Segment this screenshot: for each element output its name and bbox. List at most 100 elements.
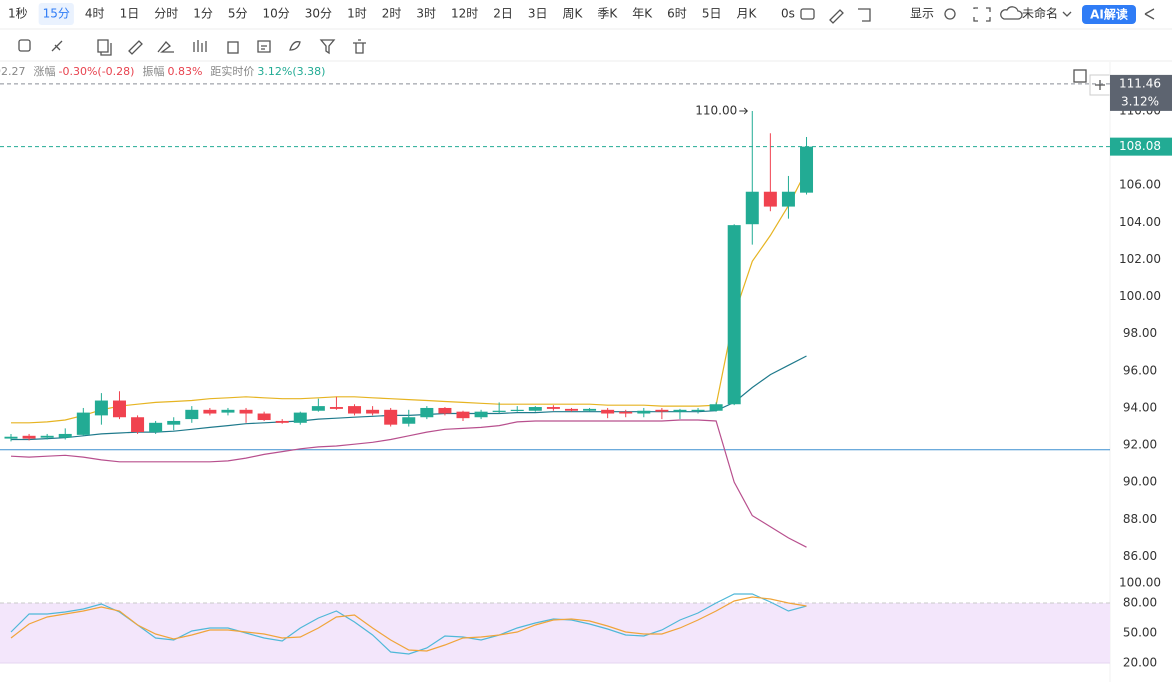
- y-tick-label: 98.00: [1123, 326, 1157, 340]
- candle-body: [456, 411, 470, 419]
- tool-icon[interactable]: [227, 41, 239, 54]
- interval-button[interactable]: 10分: [263, 7, 290, 21]
- interval-button[interactable]: 1日: [120, 7, 140, 21]
- interval-button[interactable]: 月K: [736, 7, 757, 21]
- interval-button[interactable]: 年K: [632, 7, 653, 21]
- interval-button[interactable]: 2日: [493, 7, 513, 21]
- candle-body: [402, 417, 416, 424]
- interval-button[interactable]: 1秒: [8, 7, 28, 21]
- tool-icon[interactable]: [97, 39, 112, 56]
- info-amplitude: 0.83%: [167, 65, 202, 78]
- drawing-tools: [18, 39, 366, 56]
- candle-body: [438, 407, 452, 414]
- y-tick-label: 94.00: [1123, 400, 1157, 414]
- y-tick-label: 96.00: [1123, 363, 1157, 377]
- settings-icon[interactable]: [944, 8, 956, 20]
- tool-icon[interactable]: [193, 40, 207, 52]
- interval-button[interactable]: 6时: [667, 7, 687, 21]
- candle-body: [239, 409, 253, 414]
- toolbar-icons: [800, 5, 1155, 96]
- y-tick-label: 102.00: [1119, 252, 1161, 266]
- candle-body: [619, 411, 633, 414]
- candle-body: [528, 407, 542, 411]
- candle-body: [131, 417, 145, 433]
- layout-name[interactable]: 未命名: [1022, 6, 1058, 21]
- interval-button[interactable]: 3时: [416, 7, 436, 21]
- chart-icon[interactable]: [1073, 69, 1087, 83]
- interval-button[interactable]: 3日: [528, 7, 548, 21]
- candle-body: [275, 420, 289, 423]
- oscillator-line: [10, 596, 807, 652]
- candle-body: [474, 411, 488, 418]
- tool-icon[interactable]: [18, 39, 31, 52]
- info-distance: 3.12%(3.38): [257, 65, 325, 78]
- candle-body: [149, 422, 163, 433]
- interval-button[interactable]: 2时: [382, 7, 402, 21]
- y-tick-label: 100.00: [1119, 289, 1161, 303]
- interval-button[interactable]: 1分: [193, 7, 213, 21]
- share-icon[interactable]: [1144, 8, 1155, 20]
- tool-icon[interactable]: [128, 40, 143, 55]
- fullscreen-icon[interactable]: [973, 7, 991, 22]
- ai-button-label[interactable]: AI解读: [1090, 7, 1128, 22]
- price-tag: [1110, 137, 1172, 156]
- pencil-icon[interactable]: [829, 9, 844, 24]
- candle-body: [655, 409, 669, 412]
- candle-body: [637, 410, 651, 414]
- candle-body: [510, 409, 524, 412]
- candle-body: [94, 400, 108, 416]
- interval-button[interactable]: 1时: [347, 7, 367, 21]
- candle-body: [781, 191, 795, 207]
- interval-button[interactable]: 12时: [451, 7, 478, 21]
- interval-button[interactable]: 分时: [154, 7, 178, 21]
- interval-button[interactable]: 5日: [702, 7, 722, 21]
- info-change: -0.30%(-0.28): [59, 65, 135, 78]
- interval-button[interactable]: 4时: [85, 7, 105, 21]
- tool-icon[interactable]: [51, 40, 63, 52]
- indicator-line: [10, 419, 807, 548]
- candle-body: [763, 191, 777, 207]
- price-tag: [1110, 74, 1172, 111]
- cloud-icon[interactable]: [1000, 6, 1023, 20]
- info-amplitude-label: 振幅: [142, 64, 164, 78]
- y-tick-label: 106.00: [1119, 178, 1161, 192]
- candle-body: [58, 433, 72, 438]
- tool-icon[interactable]: [289, 41, 301, 51]
- y-tick-label: 20.00: [1123, 656, 1157, 670]
- tool-icon[interactable]: [157, 41, 174, 53]
- candle-body: [167, 420, 181, 425]
- indicator-line: [11, 170, 808, 424]
- candle-body: [185, 409, 199, 420]
- oscillator-line: [10, 593, 807, 655]
- candle-body: [293, 412, 307, 423]
- interval-button[interactable]: 季K: [597, 7, 618, 21]
- candle-body: [4, 436, 18, 439]
- y-tick-label: 104.00: [1119, 215, 1161, 229]
- candle-body: [384, 409, 398, 425]
- candle-body: [257, 413, 271, 421]
- info-distance-label: 距实时价: [210, 64, 254, 78]
- tool-icon[interactable]: [353, 39, 366, 54]
- ai-button[interactable]: [1082, 5, 1136, 24]
- interval-button[interactable]: 15分: [43, 7, 70, 21]
- interval-button[interactable]: 周K: [563, 7, 584, 21]
- y-tick-label: 88.00: [1123, 512, 1157, 526]
- candle-body: [673, 409, 687, 412]
- candle-body: [709, 404, 723, 411]
- tool-icon[interactable]: [319, 39, 336, 55]
- candle-body: [329, 407, 343, 409]
- camera-icon[interactable]: [800, 8, 815, 20]
- info-price: 92.27: [0, 65, 26, 78]
- interval-button[interactable]: 30分: [305, 7, 332, 21]
- candle-body: [76, 412, 90, 435]
- price-tag-note: 3.12%: [1121, 94, 1159, 108]
- interval-button[interactable]: 5分: [228, 7, 248, 21]
- chevron-icon[interactable]: [1062, 11, 1072, 17]
- candle-body: [546, 407, 560, 409]
- y-tick-label: 86.00: [1123, 549, 1157, 563]
- price-tag-label: 111.46: [1119, 76, 1161, 90]
- tool-icon[interactable]: [257, 40, 271, 53]
- display-button[interactable]: 显示: [910, 7, 934, 21]
- select-icon[interactable]: [858, 8, 871, 22]
